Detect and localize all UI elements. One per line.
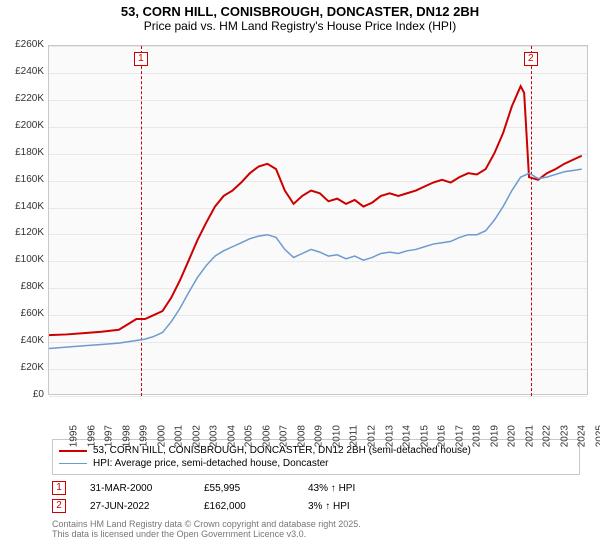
sale-date: 31-MAR-2000 [90, 483, 180, 494]
x-tick-label: 2001 [173, 425, 184, 447]
series-line [49, 86, 582, 335]
y-tick-label: £20K [0, 362, 44, 373]
y-tick-label: £0 [0, 389, 44, 400]
y-tick-label: £40K [0, 335, 44, 346]
y-tick-label: £60K [0, 308, 44, 319]
y-tick-label: £80K [0, 281, 44, 292]
legend-label: HPI: Average price, semi-detached house,… [93, 458, 329, 469]
x-tick-label: 1996 [86, 425, 97, 447]
sale-delta: 3% ↑ HPI [308, 501, 350, 512]
x-tick-label: 2021 [524, 425, 535, 447]
gridline [49, 396, 587, 397]
x-tick-label: 2006 [261, 425, 272, 447]
chart-area: £0 £20K £40K £60K £80K £100K £120K £140K £160K £1… [0, 33, 600, 433]
legend-swatch [59, 450, 87, 452]
attribution: Contains HM Land Registry data © Crown c… [52, 519, 580, 539]
marker-box: 2 [524, 52, 538, 66]
y-tick-label: £220K [0, 93, 44, 104]
chart-title: 53, CORN HILL, CONISBROUGH, DONCASTER, D… [0, 0, 600, 19]
x-tick-label: 2008 [296, 425, 307, 447]
y-tick-label: £180K [0, 147, 44, 158]
sale-delta: 43% ↑ HPI [308, 483, 355, 494]
x-tick-label: 2016 [436, 425, 447, 447]
x-tick-label: 2023 [559, 425, 570, 447]
x-tick-label: 2013 [384, 425, 395, 447]
attribution-line: Contains HM Land Registry data © Crown c… [52, 519, 580, 529]
y-tick-label: £120K [0, 227, 44, 238]
sale-date: 27-JUN-2022 [90, 501, 180, 512]
sale-price: £55,995 [204, 483, 284, 494]
x-tick-label: 2007 [279, 425, 290, 447]
y-tick-label: £100K [0, 254, 44, 265]
legend-item: HPI: Average price, semi-detached house,… [59, 457, 573, 470]
x-tick-label: 2018 [471, 425, 482, 447]
sales-table: 1 31-MAR-2000 £55,995 43% ↑ HPI 2 27-JUN… [52, 479, 580, 515]
attribution-line: This data is licensed under the Open Gov… [52, 529, 580, 539]
x-tick-label: 2010 [331, 425, 342, 447]
sale-marker-icon: 1 [52, 481, 66, 495]
line-svg [49, 46, 587, 394]
legend-swatch [59, 463, 87, 464]
sale-row: 1 31-MAR-2000 £55,995 43% ↑ HPI [52, 479, 580, 497]
y-tick-label: £140K [0, 201, 44, 212]
chart-subtitle: Price paid vs. HM Land Registry's House … [0, 19, 600, 33]
marker-box: 1 [134, 52, 148, 66]
x-tick-label: 1998 [121, 425, 132, 447]
x-tick-label: 2015 [419, 425, 430, 447]
sale-marker-icon: 2 [52, 499, 66, 513]
series-line [49, 169, 582, 348]
x-tick-label: 2025 [594, 425, 600, 447]
sale-row: 2 27-JUN-2022 £162,000 3% ↑ HPI [52, 497, 580, 515]
x-tick-label: 2002 [191, 425, 202, 447]
x-tick-label: 2020 [507, 425, 518, 447]
x-tick-label: 2009 [314, 425, 325, 447]
y-tick-label: £200K [0, 120, 44, 131]
x-tick-label: 2003 [209, 425, 220, 447]
x-tick-label: 2011 [348, 425, 359, 447]
plot-area: 12 [48, 45, 588, 395]
x-tick-label: 2005 [244, 425, 255, 447]
sale-price: £162,000 [204, 501, 284, 512]
x-tick-label: 2017 [454, 425, 465, 447]
x-tick-label: 2014 [401, 425, 412, 447]
x-tick-label: 2022 [542, 425, 553, 447]
x-tick-label: 1999 [138, 425, 149, 447]
x-tick-label: 2000 [156, 425, 167, 447]
y-tick-label: £260K [0, 39, 44, 50]
x-tick-label: 2004 [226, 425, 237, 447]
x-tick-label: 2024 [577, 425, 588, 447]
x-tick-label: 2012 [366, 425, 377, 447]
y-tick-label: £240K [0, 66, 44, 77]
x-tick-label: 1995 [68, 425, 79, 447]
x-tick-label: 2019 [489, 425, 500, 447]
x-tick-label: 1997 [103, 425, 114, 447]
y-tick-label: £160K [0, 174, 44, 185]
